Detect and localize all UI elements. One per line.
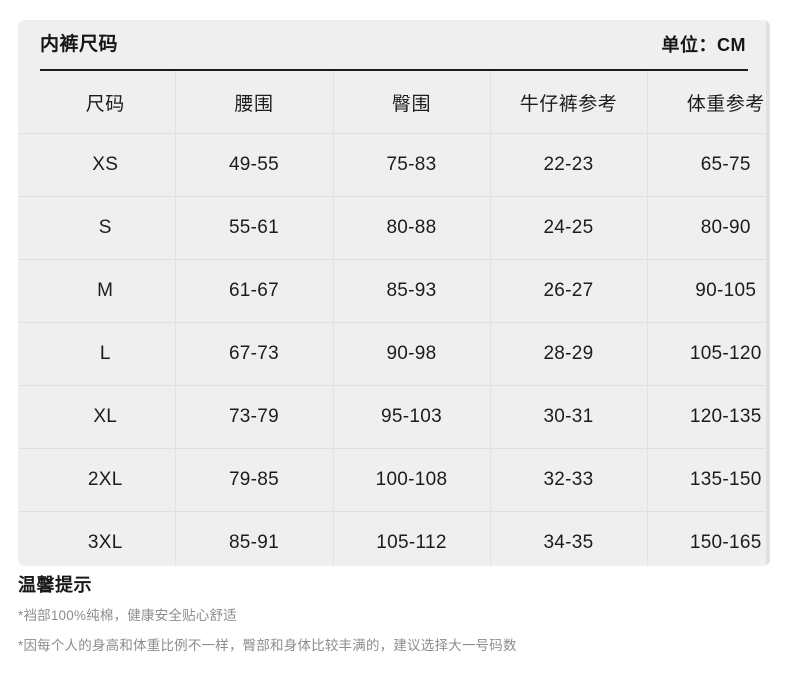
table-header: 尺码 腰围 臀围 牛仔裤参考 体重参考 [18,71,770,134]
cell-hip: 95-103 [333,385,491,449]
cell-size: 2XL [36,448,176,512]
cell-waist: 61-67 [175,259,334,323]
page-title: 内裤尺码 [40,34,119,55]
cell-waist: 49-55 [175,133,334,197]
row-lead-spacer [18,448,36,512]
cell-size: S [36,196,176,260]
note-line: *因每个人的身高和体重比例不一样，臀部和身体比较丰满的，建议选择大一号码数 [18,637,517,653]
column-header-size: 尺码 [36,71,176,134]
cell-weight: 150-165 [689,532,762,553]
row-lead-spacer [18,133,36,197]
column-header-hip: 臀围 [333,71,491,134]
cell-jeans: 26-27 [490,259,648,323]
table-row: L 67-73 90-98 28-29 105-120 [18,322,770,386]
row-lead-spacer [18,196,36,260]
cell-size: 3XL [36,511,176,566]
cell-weight: 135-150 [647,448,770,512]
cell-waist: 79-85 [175,448,334,512]
cell-weight: 65-75 [647,133,770,197]
cell-jeans: 30-31 [490,385,648,449]
cell-jeans: 32-33 [490,448,648,512]
column-header-weight: 体重参考 [647,71,770,134]
row-lead-spacer [18,71,36,134]
row-lead-spacer [18,512,36,567]
row-lead-spacer [18,385,36,449]
cell-weight: 80-90 [647,196,770,260]
header-divider [40,69,748,71]
cell-waist: 73-79 [175,385,334,449]
cell-hip: 85-93 [333,259,491,323]
cell-hip: 90-98 [333,322,491,386]
note-line: *裆部100%纯棉，健康安全贴心舒适 [18,608,237,623]
column-header-jeans: 牛仔裤参考 [490,71,648,134]
cell-weight: 90-105 [647,259,770,323]
row-lead-spacer [18,322,36,386]
table-row: 3XL 85-91 105-112 34-35 150-165 [18,511,770,567]
cell-size: XS [36,133,176,197]
cell-waist: 55-61 [175,196,334,260]
card-header: 内裤尺码 单位：CM [18,20,770,69]
cell-hip: 75-83 [333,133,491,197]
row-lead-spacer [18,259,36,323]
cell-waist: 85-91 [175,511,334,566]
cell-weight: 120-135 [647,385,770,449]
notes-section: 温馨提示 *裆部100%纯棉，健康安全贴心舒适 *因每个人的身高和体重比例不一样… [18,576,778,668]
cell-hip: 105-112 [333,511,491,566]
cell-size: XL [36,385,176,449]
cell-weight: 105-120 [647,322,770,386]
column-header-waist: 腰围 [175,71,334,134]
cell-hip: 80-88 [333,196,491,260]
cell-hip: 100-108 [333,448,491,512]
table-header-row: 尺码 腰围 臀围 牛仔裤参考 体重参考 [18,71,770,134]
cell-size: L [36,322,176,386]
table-row: S 55-61 80-88 24-25 80-90 [18,196,770,260]
unit-label: 单位：CM [661,34,746,55]
cell-jeans: 28-29 [490,322,648,386]
cell-waist: 67-73 [175,322,334,386]
cell-jeans: 22-23 [490,133,648,197]
notes-title: 温馨提示 [18,575,92,595]
table-row: XL 73-79 95-103 30-31 120-135 [18,385,770,449]
cell-jeans: 24-25 [490,196,648,260]
cell-size: M [36,259,176,323]
size-chart-card: 内裤尺码 单位：CM 尺码 腰围 臀围 牛仔裤参考 体重参考 [18,20,770,566]
table-row: XS 49-55 75-83 22-23 65-75 [18,133,770,197]
table-row: 2XL 79-85 100-108 32-33 135-150 [18,448,770,512]
cell-jeans: 34-35 [490,511,648,566]
size-table: 尺码 腰围 臀围 牛仔裤参考 体重参考 XS 49-55 75-83 22-23… [18,71,770,566]
table-body: XS 49-55 75-83 22-23 65-75 S 55-61 80-88… [18,133,770,567]
table-row: M 61-67 85-93 26-27 90-105 [18,259,770,323]
